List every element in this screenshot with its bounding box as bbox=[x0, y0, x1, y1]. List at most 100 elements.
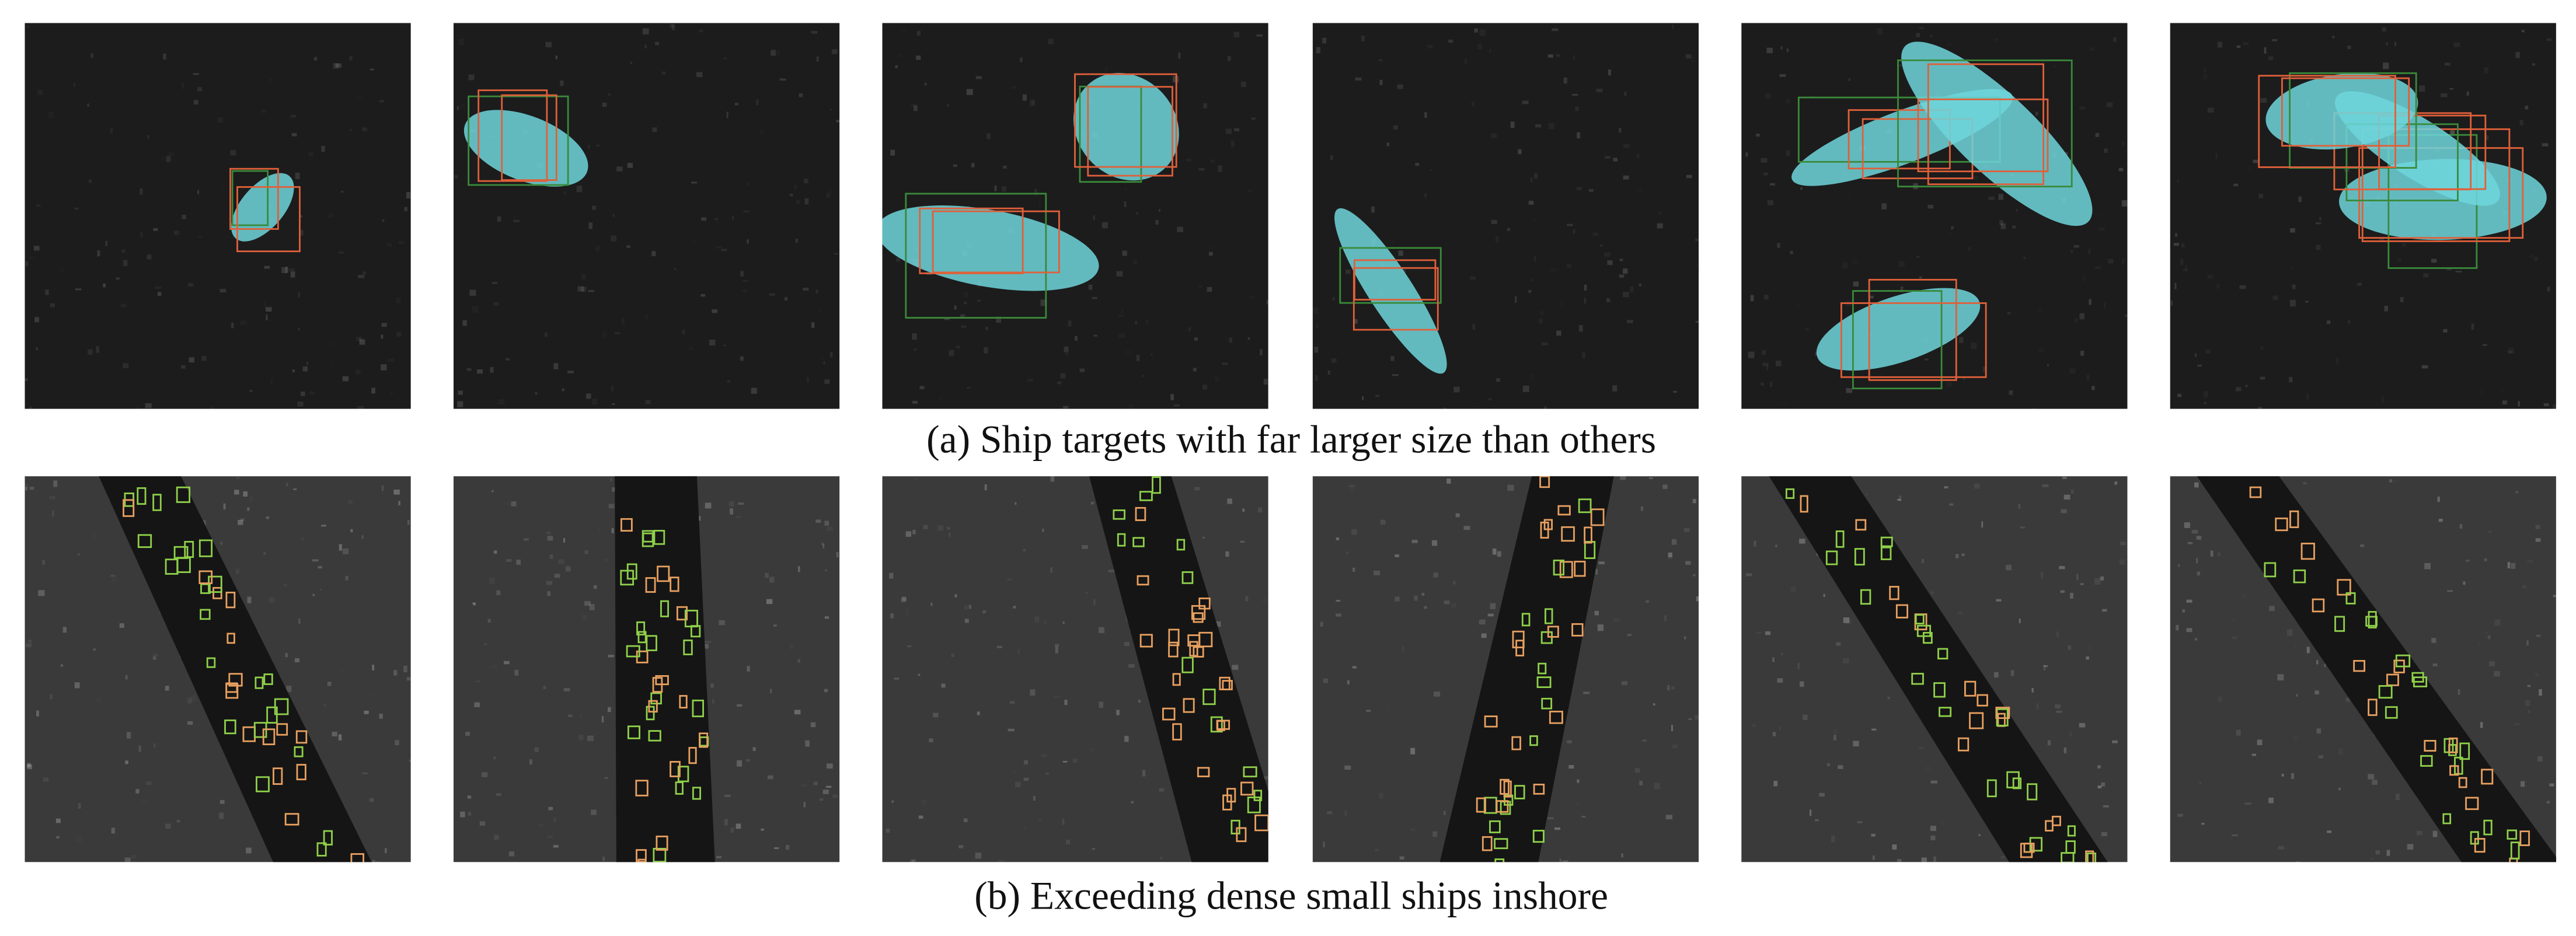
speckle bbox=[2023, 256, 2026, 260]
bbox bbox=[2061, 852, 2075, 862]
bbox bbox=[676, 606, 688, 621]
speckle bbox=[2314, 690, 2319, 694]
speckle bbox=[269, 79, 273, 83]
bbox bbox=[2481, 769, 2494, 785]
speckle bbox=[1178, 53, 1181, 59]
speckle bbox=[221, 186, 224, 191]
speckle bbox=[1696, 263, 1697, 267]
speckle bbox=[2389, 479, 2393, 483]
speckle bbox=[2316, 660, 2319, 665]
bbox bbox=[1132, 537, 1145, 547]
speckle bbox=[1013, 769, 1016, 773]
speckle bbox=[2489, 661, 2495, 666]
speckle bbox=[1600, 245, 1603, 247]
bbox bbox=[1243, 766, 1257, 778]
speckle bbox=[1474, 28, 1478, 33]
speckle bbox=[1038, 819, 1041, 822]
speckle bbox=[1941, 821, 1944, 826]
bbox bbox=[1957, 737, 1970, 752]
speckle bbox=[1414, 595, 1418, 601]
speckle bbox=[2347, 46, 2351, 50]
speckle bbox=[2047, 740, 2051, 746]
speckle bbox=[266, 307, 272, 312]
speckle bbox=[1392, 240, 1393, 244]
speckle bbox=[395, 740, 399, 746]
speckle bbox=[916, 55, 921, 60]
speckle bbox=[308, 152, 313, 156]
speckle bbox=[105, 240, 107, 246]
speckle bbox=[2185, 265, 2187, 271]
bbox bbox=[1911, 673, 1924, 685]
speckle bbox=[1843, 658, 1849, 663]
speckle bbox=[49, 496, 55, 500]
speckle bbox=[1378, 59, 1383, 62]
ship-mask bbox=[1901, 41, 2093, 226]
speckle bbox=[671, 24, 675, 31]
speckle bbox=[2477, 266, 2482, 268]
speckle bbox=[1686, 174, 1692, 179]
speckle bbox=[1982, 366, 1986, 372]
speckle bbox=[516, 559, 521, 565]
speckle bbox=[1573, 55, 1575, 60]
speckle bbox=[140, 188, 143, 195]
caption: (a) Ship targets with far larger size th… bbox=[926, 417, 1656, 461]
speckle bbox=[2400, 254, 2403, 256]
bbox bbox=[350, 853, 365, 862]
speckle bbox=[2384, 305, 2388, 312]
speckle bbox=[984, 484, 987, 491]
speckle bbox=[966, 89, 973, 95]
speckle bbox=[712, 309, 718, 313]
speckle bbox=[1684, 636, 1686, 640]
speckle bbox=[407, 520, 410, 525]
speckle bbox=[2070, 592, 2073, 599]
speckle bbox=[88, 179, 92, 183]
speckle bbox=[1316, 47, 1321, 54]
speckle bbox=[1209, 245, 1216, 250]
speckle bbox=[1082, 545, 1088, 549]
speckle bbox=[1930, 835, 1936, 841]
speckle bbox=[306, 361, 309, 365]
bbox bbox=[2085, 850, 2094, 862]
speckle bbox=[399, 241, 404, 244]
speckle bbox=[2009, 390, 2013, 395]
speckle bbox=[1202, 385, 1208, 390]
bbox bbox=[2510, 841, 2520, 860]
bbox bbox=[919, 207, 1024, 274]
speckle bbox=[1668, 556, 1673, 559]
speckle bbox=[2431, 259, 2437, 263]
speckle bbox=[2176, 624, 2179, 631]
speckle bbox=[1658, 212, 1661, 215]
speckle bbox=[1336, 600, 1341, 602]
speckle bbox=[2407, 844, 2414, 850]
speckle bbox=[1567, 740, 1572, 743]
bbox bbox=[2275, 517, 2288, 532]
speckle bbox=[2502, 400, 2507, 405]
speckle bbox=[2100, 576, 2104, 581]
bbox bbox=[2300, 543, 2315, 560]
speckle bbox=[2094, 578, 2101, 585]
speckle bbox=[712, 698, 714, 704]
speckle bbox=[1772, 657, 1775, 662]
speckle bbox=[804, 198, 809, 205]
speckle bbox=[1996, 599, 2002, 602]
speckle bbox=[2043, 665, 2046, 671]
speckle bbox=[645, 400, 651, 404]
speckle bbox=[234, 490, 239, 495]
speckle bbox=[1596, 88, 1603, 92]
speckle bbox=[263, 302, 266, 308]
speckle bbox=[1488, 398, 1492, 400]
speckle bbox=[50, 694, 53, 700]
speckle bbox=[737, 704, 743, 707]
bbox bbox=[316, 842, 327, 857]
speckle bbox=[1218, 165, 1223, 172]
speckle bbox=[1899, 261, 1905, 267]
speckle bbox=[285, 653, 288, 658]
speckle bbox=[1050, 567, 1053, 573]
speckle bbox=[1576, 801, 1579, 806]
river bbox=[1089, 476, 1268, 862]
speckle bbox=[2315, 222, 2321, 225]
bbox bbox=[1590, 508, 1605, 526]
speckle bbox=[946, 104, 950, 107]
speckle bbox=[670, 23, 674, 28]
speckle bbox=[1023, 549, 1026, 551]
